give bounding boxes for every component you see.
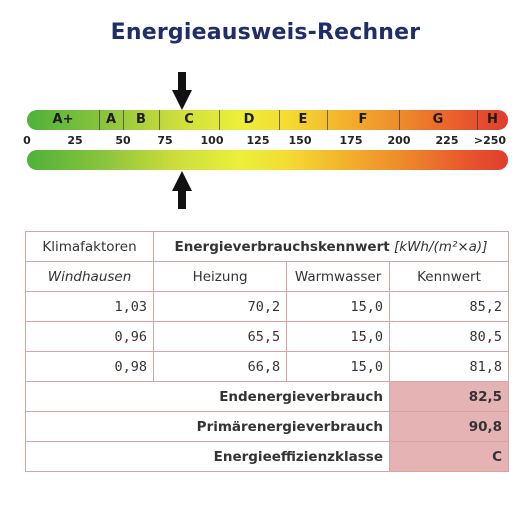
tick-label: >250 [473,134,507,147]
tick-label: 225 [435,134,459,147]
tick-label: 0 [23,134,31,147]
klimafaktor-cell: 0,98 [24,351,155,382]
arrow-down-icon [172,72,192,110]
endenergie-label: Endenergieverbrauch [25,381,390,412]
kennwert-cell: 81,8 [388,351,510,382]
summary-row-effizienzklasse: Energieeffizienzklasse C [25,441,510,472]
effizienzklasse-value: C [388,441,510,472]
summary-row-endenergie: Endenergieverbrauch 82,5 [25,381,510,412]
tick-label: 50 [115,134,131,147]
header-kennwert: Kennwert [388,261,510,292]
tick-label: 175 [339,134,363,147]
header-heizung: Heizung [153,261,288,292]
kennwert-cell: 80,5 [388,321,510,352]
kennwert-cell: 85,2 [388,291,510,322]
table-header-row: Klimafaktoren Energieverbrauchskennwert … [24,231,509,262]
class-separator [159,110,160,130]
class-label-c: C [184,112,194,127]
klimafaktor-cell: 1,03 [24,291,155,322]
warmwasser-cell: 15,0 [286,321,390,352]
class-label-g: G [432,112,444,127]
primaerenergie-value: 90,8 [388,411,510,442]
heizung-cell: 65,5 [153,321,288,352]
class-separator [399,110,400,130]
header-klimafaktoren: Klimafaktoren [24,231,155,262]
class-separator [219,110,220,130]
location-label: Windhausen [24,261,155,292]
effizienzklasse-label: Energieeffizienzklasse [25,441,390,472]
class-separator [99,110,100,130]
page-title: Energieausweis-Rechner [110,20,421,45]
tick-label: 75 [157,134,173,147]
class-label-h: H [487,112,498,127]
class-label-a: A [105,112,117,127]
tick-label: 150 [288,134,312,147]
tick-label: 125 [246,134,270,147]
header-kennwert-group: Energieverbrauchskennwert [kWh/(m²×a)] [153,231,509,262]
class-separator [477,110,478,130]
class-separator [327,110,328,130]
header-kennwert-label: Energieverbrauchskennwert [174,238,390,255]
summary-row-primaerenergie: Primärenergieverbrauch 90,8 [25,411,510,442]
header-kennwert-unit: [kWh/(m²×a)] [393,238,488,255]
klimafaktor-cell: 0,96 [24,321,155,352]
class-separator [279,110,280,130]
endenergie-value: 82,5 [388,381,510,412]
class-label-f: F [358,112,368,127]
table-row: 0,96 65,5 15,0 80,5 [24,321,510,352]
class-label-d: D [243,112,255,127]
tick-label: 200 [387,134,411,147]
efficiency-class-bar: A+ A B C D E F G H [27,110,508,130]
consumption-scale-bar [27,150,508,170]
heizung-cell: 70,2 [153,291,288,322]
warmwasser-cell: 15,0 [286,351,390,382]
primaerenergie-label: Primärenergieverbrauch [25,411,390,442]
header-warmwasser: Warmwasser [286,261,390,292]
warmwasser-cell: 15,0 [286,291,390,322]
class-label-e: E [298,112,308,127]
arrow-up-icon [172,171,192,209]
class-separator [123,110,124,130]
table-row: 0,98 66,8 15,0 81,8 [24,351,510,382]
tick-label: 100 [200,134,224,147]
class-label-b: B [136,112,146,127]
table-subheader-row: Windhausen Heizung Warmwasser Kennwert [24,261,510,292]
tick-label: 25 [67,134,83,147]
scale-ticks: 0 25 50 75 100 125 150 175 200 225 >250 [0,130,531,150]
table-row: 1,03 70,2 15,0 85,2 [24,291,510,322]
heizung-cell: 66,8 [153,351,288,382]
energy-results-table: Klimafaktoren Energieverbrauchskennwert … [24,231,510,472]
class-label-a-plus: A+ [52,112,74,127]
